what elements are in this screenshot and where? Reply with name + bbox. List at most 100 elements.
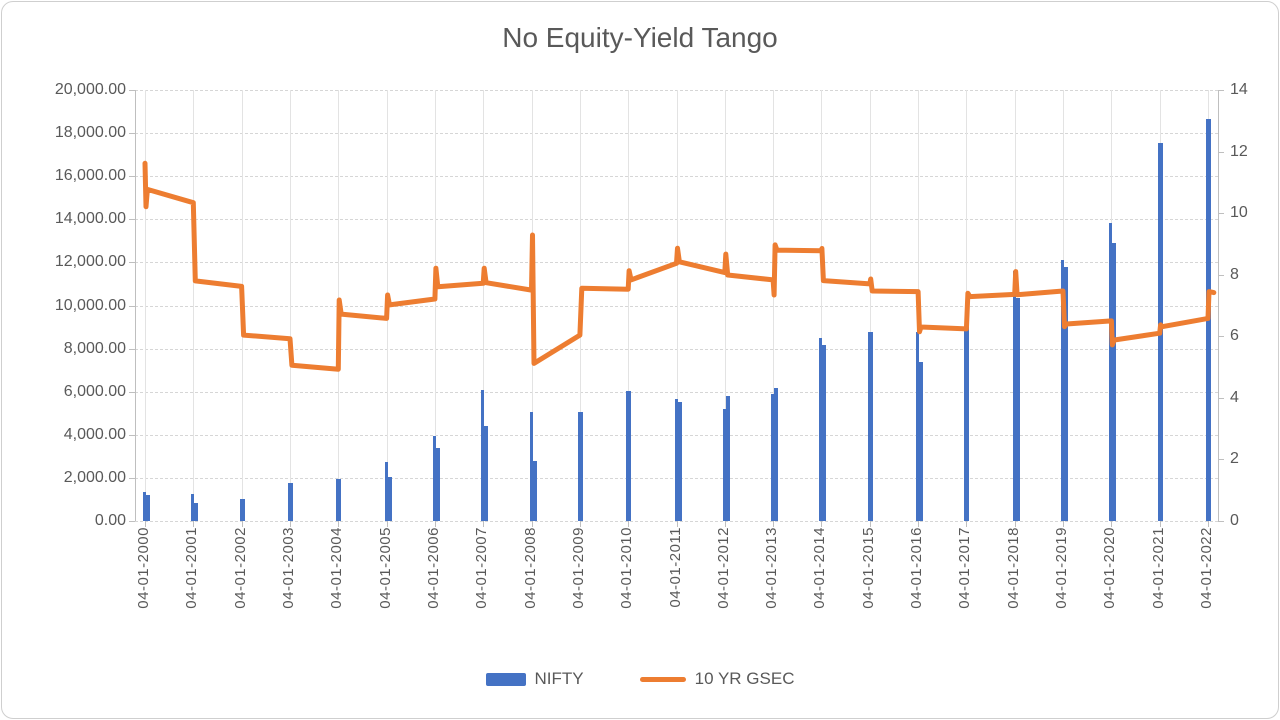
nifty-bar xyxy=(1012,271,1016,521)
left-axis-label: 18,000.00 xyxy=(54,124,126,142)
v-gridline xyxy=(145,90,146,521)
left-axis-tick xyxy=(129,477,135,479)
right-axis-label: 12 xyxy=(1230,142,1248,160)
v-gridline xyxy=(773,90,775,521)
right-axis-tick xyxy=(1218,151,1224,153)
left-axis-label: 0.00 xyxy=(94,512,126,529)
x-tick xyxy=(338,521,340,527)
x-tick xyxy=(579,521,581,527)
nifty-bar xyxy=(919,361,924,521)
left-axis-line xyxy=(135,90,136,521)
nifty-bar xyxy=(191,494,195,521)
nifty-bar xyxy=(146,495,150,521)
left-axis-label: 4,000.00 xyxy=(63,425,126,443)
x-tick xyxy=(531,521,533,527)
v-gridline xyxy=(434,90,436,521)
x-tick xyxy=(1063,521,1065,527)
v-gridline xyxy=(724,90,726,521)
v-gridline xyxy=(869,90,871,521)
nifty-bar xyxy=(143,491,146,521)
nifty-bar xyxy=(771,393,775,521)
left-axis-tick xyxy=(129,176,135,178)
nifty-bar xyxy=(822,345,827,521)
nifty-bar xyxy=(532,460,537,521)
legend-label-gsec: 10 YR GSEC xyxy=(694,669,795,688)
nifty-bar xyxy=(387,476,392,521)
right-axis-tick xyxy=(1218,90,1224,91)
gsec-line-swatch-icon xyxy=(639,676,686,682)
chart-title: No Equity-Yield Tango xyxy=(502,22,778,53)
right-axis-label: 0 xyxy=(1230,512,1239,529)
x-tick xyxy=(1111,521,1113,527)
right-axis-label: 8 xyxy=(1230,265,1239,283)
nifty-bar xyxy=(916,332,920,521)
x-tick xyxy=(869,521,871,527)
nifty-bar xyxy=(529,412,533,521)
left-axis-tick xyxy=(129,90,135,91)
nifty-bar xyxy=(867,332,873,521)
x-tick xyxy=(773,521,775,527)
right-axis-tick xyxy=(1218,336,1224,338)
x-tick xyxy=(918,521,920,527)
right-axis-label: 6 xyxy=(1230,327,1239,345)
nifty-bar xyxy=(1015,297,1020,521)
v-gridline xyxy=(483,90,485,521)
right-axis-label: 2 xyxy=(1230,450,1239,468)
nifty-bar xyxy=(194,502,199,521)
nifty-bar xyxy=(484,426,489,521)
nifty-bar xyxy=(1061,260,1065,521)
right-axis-label: 4 xyxy=(1230,388,1239,406)
v-gridline xyxy=(193,90,195,521)
nifty-bar xyxy=(481,389,485,521)
left-axis-tick xyxy=(129,305,135,307)
nifty-bar xyxy=(384,461,388,521)
nifty-bar xyxy=(435,447,440,521)
nifty-bar xyxy=(1112,243,1117,521)
nifty-bar xyxy=(774,388,779,521)
x-tick xyxy=(289,521,291,527)
x-tick xyxy=(628,521,630,527)
left-axis-label: 10,000.00 xyxy=(54,296,126,314)
left-axis-label: 12,000.00 xyxy=(54,253,126,271)
x-tick xyxy=(724,521,726,527)
x-tick xyxy=(1208,521,1209,527)
nifty-bar xyxy=(819,337,823,521)
left-axis-tick xyxy=(129,348,135,350)
v-gridline xyxy=(821,90,823,521)
x-tick xyxy=(483,521,485,527)
left-axis-label: 16,000.00 xyxy=(54,167,126,185)
left-axis-tick xyxy=(129,133,135,135)
left-axis-tick xyxy=(129,521,135,522)
x-tick xyxy=(434,521,436,527)
left-axis-label: 14,000.00 xyxy=(54,210,126,228)
v-gridline xyxy=(628,90,630,521)
x-tick xyxy=(386,521,388,527)
x-tick xyxy=(1014,521,1016,527)
nifty-bar xyxy=(577,412,583,521)
nifty-bar xyxy=(1064,266,1069,521)
left-axis-label: 8,000.00 xyxy=(63,339,126,357)
right-axis-tick xyxy=(1218,521,1224,522)
x-tick xyxy=(821,521,823,527)
right-axis-line xyxy=(1218,90,1219,521)
legend: NIFTY 10 YR GSEC xyxy=(0,662,1280,696)
nifty-bar xyxy=(336,478,342,521)
nifty-bar xyxy=(287,483,293,521)
nifty-bar xyxy=(722,408,726,521)
nifty-bar xyxy=(725,396,730,521)
x-tick xyxy=(145,521,146,527)
right-axis-tick xyxy=(1218,274,1224,276)
x-tick xyxy=(676,521,678,527)
nifty-bar xyxy=(1109,222,1113,521)
right-axis-label: 10 xyxy=(1230,204,1248,222)
nifty-bar xyxy=(626,390,632,521)
left-axis-tick xyxy=(129,262,135,264)
legend-item-nifty: NIFTY xyxy=(485,669,584,689)
right-axis-tick xyxy=(1218,459,1224,461)
nifty-bar xyxy=(674,399,678,521)
nifty-bar xyxy=(677,402,682,521)
x-tick xyxy=(193,521,195,527)
v-gridline xyxy=(289,90,291,521)
nifty-bar xyxy=(964,327,970,521)
